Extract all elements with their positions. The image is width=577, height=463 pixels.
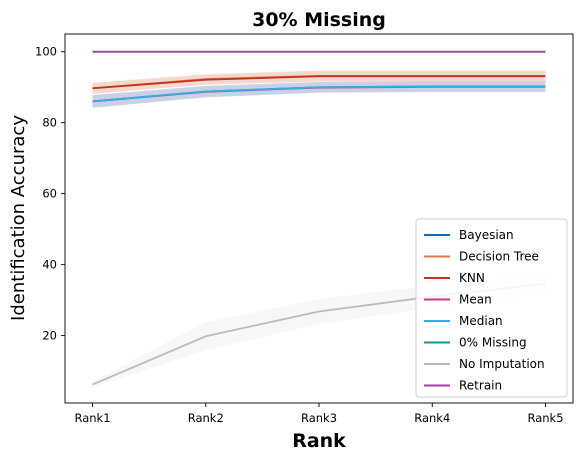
legend-label-decision-tree: Decision Tree: [459, 250, 539, 264]
legend-label-knn: KNN: [459, 271, 485, 285]
chart-title: 30% Missing: [252, 9, 386, 31]
x-tick-label: Rank2: [188, 411, 224, 425]
y-axis: 20 40 60 80 100: [35, 45, 65, 343]
series-lines: [92, 50, 546, 386]
band-mean: [92, 81, 546, 108]
band-median: [92, 81, 546, 108]
y-tick-label: 80: [42, 116, 57, 130]
line-median: [92, 85, 546, 103]
legend-label-0pct-missing: 0% Missing: [459, 336, 527, 350]
y-tick-label: 20: [42, 329, 57, 343]
legend-label-no-imputation: No Imputation: [459, 357, 545, 371]
legend-box: [415, 218, 568, 398]
x-tick-label: Rank1: [74, 411, 110, 425]
legend-label-retrain: Retrain: [459, 379, 502, 393]
x-axis-label: Rank: [292, 430, 346, 452]
y-tick-label: 60: [42, 187, 57, 201]
y-tick-label: 40: [42, 258, 57, 272]
y-tick-label: 100: [35, 45, 57, 59]
legend-label-mean: Mean: [459, 293, 492, 307]
y-axis-label: Identification Accuracy: [8, 115, 29, 321]
band-bayesian: [92, 81, 546, 108]
line-knn: [92, 75, 546, 90]
x-tick-label: Rank3: [301, 411, 337, 425]
x-axis: Rank1 Rank2 Rank3 Rank4 Rank5: [74, 403, 564, 425]
x-tick-label: Rank4: [414, 411, 450, 425]
legend-label-bayesian: Bayesian: [459, 228, 514, 242]
legend-label-median: Median: [459, 314, 503, 328]
legend: Bayesian Decision Tree KNN Mean Median 0% Mis…: [415, 218, 568, 398]
x-tick-label: Rank5: [527, 411, 563, 425]
